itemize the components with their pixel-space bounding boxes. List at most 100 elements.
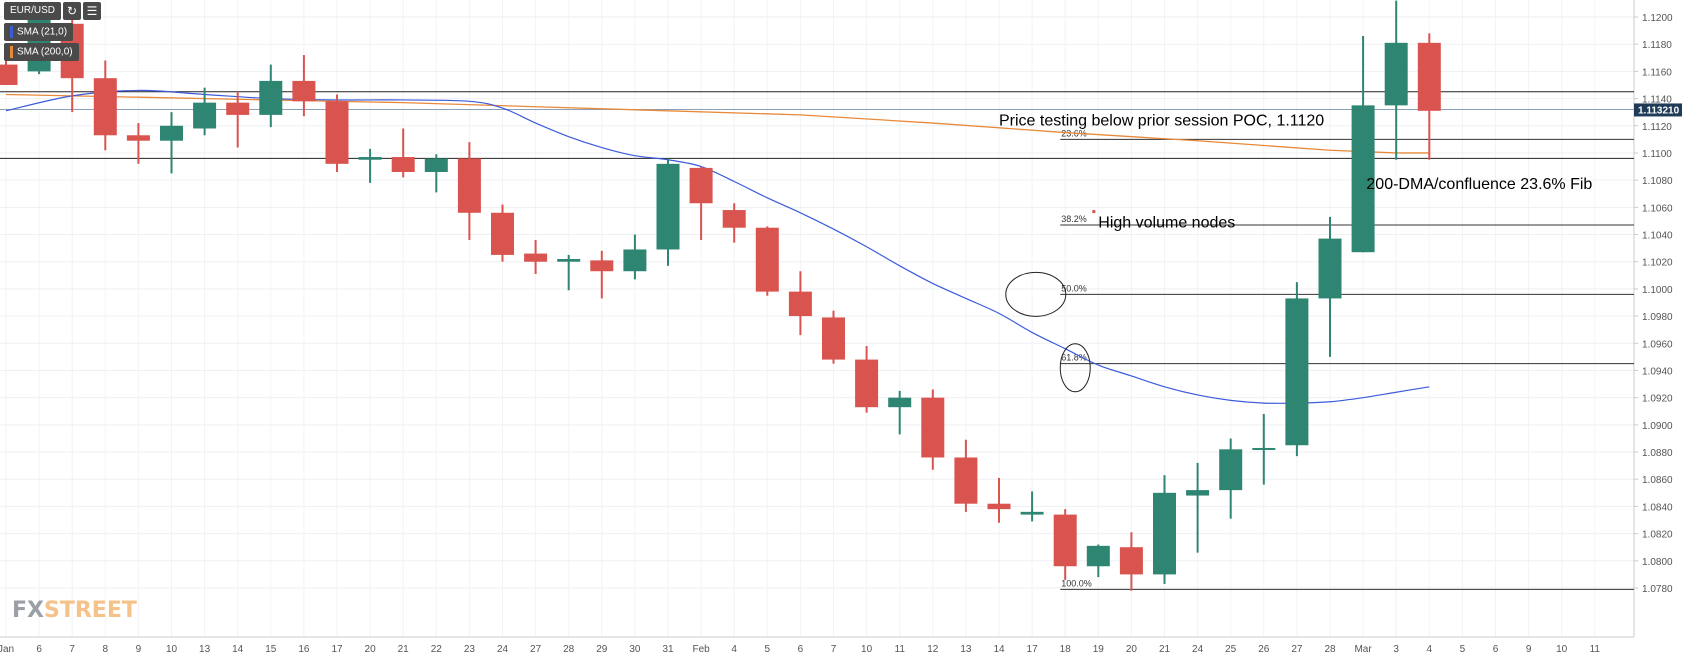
candle-bearish [457, 158, 481, 213]
x-tick-label: 12 [927, 644, 939, 655]
y-tick-label: 1.0840 [1642, 502, 1673, 513]
y-tick-label: 1.0900 [1642, 421, 1673, 432]
x-tick-label: 22 [431, 644, 443, 655]
candle-bearish [722, 210, 746, 228]
y-tick-label: 1.1200 [1642, 13, 1673, 24]
x-tick-label: 10 [166, 644, 178, 655]
x-tick-label: 24 [1192, 644, 1204, 655]
current-price-label: 1.113210 [1638, 105, 1680, 116]
sma200-swatch [10, 46, 13, 58]
y-tick-label: 1.1140 [1642, 95, 1672, 106]
symbol-bar: EUR/USD ↻ ☰ [4, 2, 102, 20]
candle-bearish [855, 359, 879, 408]
x-tick-label: 6 [1493, 644, 1499, 655]
x-tick-label: Mar [1354, 644, 1372, 655]
candle-bearish [921, 397, 945, 458]
y-tick-label: 1.1100 [1642, 149, 1672, 160]
candle-bearish [325, 101, 349, 164]
x-tick-label: 10 [1556, 644, 1568, 655]
candle-bullish [888, 397, 912, 408]
sma200-label: SMA (200,0) [17, 46, 73, 58]
refresh-icon[interactable]: ↻ [63, 2, 82, 20]
x-tick-label: 21 [1159, 644, 1171, 655]
x-tick-label: 24 [497, 644, 509, 655]
x-tick-label: 13 [199, 644, 211, 655]
x-tick-label: 19 [1093, 644, 1105, 655]
candle-bearish [987, 503, 1011, 510]
candle-bearish [226, 102, 250, 115]
candle-bullish [1318, 238, 1342, 299]
x-tick-label: Feb [692, 644, 710, 655]
sma21-line [5, 89, 1430, 404]
candle-bullish [1020, 511, 1044, 515]
fxstreet-logo: FXSTREET [12, 598, 137, 623]
x-tick-label: 27 [1291, 644, 1303, 655]
x-tick-label: 14 [993, 644, 1005, 655]
y-tick-label: 1.1080 [1642, 176, 1673, 187]
candle-bearish [1119, 547, 1143, 575]
x-tick-label: 4 [1427, 644, 1433, 655]
indicator-sma200-legend[interactable]: SMA (200,0) [4, 43, 79, 61]
chart-settings-icon[interactable]: ☰ [83, 2, 102, 20]
candle-bullish [1219, 449, 1243, 491]
annotation-text: Price testing below prior session POC, 1… [999, 112, 1324, 129]
x-tick-label: 30 [629, 644, 641, 655]
x-tick-label: 26 [1258, 644, 1270, 655]
symbol-label[interactable]: EUR/USD [4, 2, 62, 20]
x-tick-label: 29 [596, 644, 608, 655]
x-tick-label: 25 [1225, 644, 1237, 655]
y-tick-label: 1.1180 [1642, 40, 1672, 51]
y-tick-label: 1.0780 [1642, 584, 1673, 595]
x-tick-label: 5 [765, 644, 771, 655]
y-tick-label: 1.1060 [1642, 203, 1673, 214]
x-tick-label: 6 [798, 644, 804, 655]
y-tick-label: 1.1120 [1642, 122, 1672, 133]
indicator-sma21-legend[interactable]: SMA (21,0) [4, 23, 74, 41]
candle-bearish [491, 212, 514, 255]
fib-level-label: 100.0% [1061, 578, 1092, 588]
candle-bullish [1153, 492, 1176, 575]
candle-bearish [524, 253, 548, 262]
hvn-marker [1092, 210, 1096, 214]
highlight-ellipse-618 [1059, 343, 1091, 393]
x-tick-label: 13 [960, 644, 972, 655]
candle-bullish [1252, 447, 1276, 450]
candle-bullish [656, 163, 680, 250]
y-tick-label: 1.1160 [1642, 67, 1672, 78]
x-tick-label: 7 [831, 644, 837, 655]
x-tick-label: 11 [895, 644, 906, 655]
y-tick-label: 1.0960 [1642, 339, 1673, 350]
candle-bearish [126, 135, 150, 141]
x-tick-label: 3 [1393, 644, 1399, 655]
x-tick-label: 28 [1324, 644, 1336, 655]
current-price-badge [1634, 103, 1682, 117]
x-tick-label: 17 [331, 644, 343, 655]
y-tick-label: 1.0860 [1642, 475, 1673, 486]
x-tick-label: 16 [298, 644, 310, 655]
x-tick-label: 10 [861, 644, 873, 655]
candle-bullish [358, 157, 382, 160]
x-tick-label: 28 [563, 644, 575, 655]
candle-bullish [193, 102, 217, 129]
x-tick-label: 20 [365, 644, 377, 655]
candle-bullish [1384, 42, 1408, 106]
candle-bullish [424, 158, 448, 172]
x-tick-label: 7 [69, 644, 75, 655]
candle-bullish [557, 258, 581, 262]
x-tick-label: 17 [1027, 644, 1039, 655]
fib-level-label: 50.0% [1061, 283, 1087, 293]
y-tick-label: 1.0820 [1642, 530, 1673, 541]
x-tick-label: 14 [232, 644, 244, 655]
y-tick-label: 1.0880 [1642, 448, 1673, 459]
fib-level-label: 38.2% [1061, 214, 1087, 224]
candle-bullish [1186, 490, 1210, 496]
candle-bearish [590, 260, 614, 272]
candle-bullish [259, 80, 283, 115]
sma21-swatch [10, 26, 13, 38]
candle-bearish [93, 78, 117, 136]
y-tick-label: 1.1040 [1642, 231, 1673, 242]
candle-bearish [1417, 42, 1441, 111]
y-tick-label: 1.0800 [1642, 557, 1673, 568]
candle-bullish [623, 249, 647, 272]
